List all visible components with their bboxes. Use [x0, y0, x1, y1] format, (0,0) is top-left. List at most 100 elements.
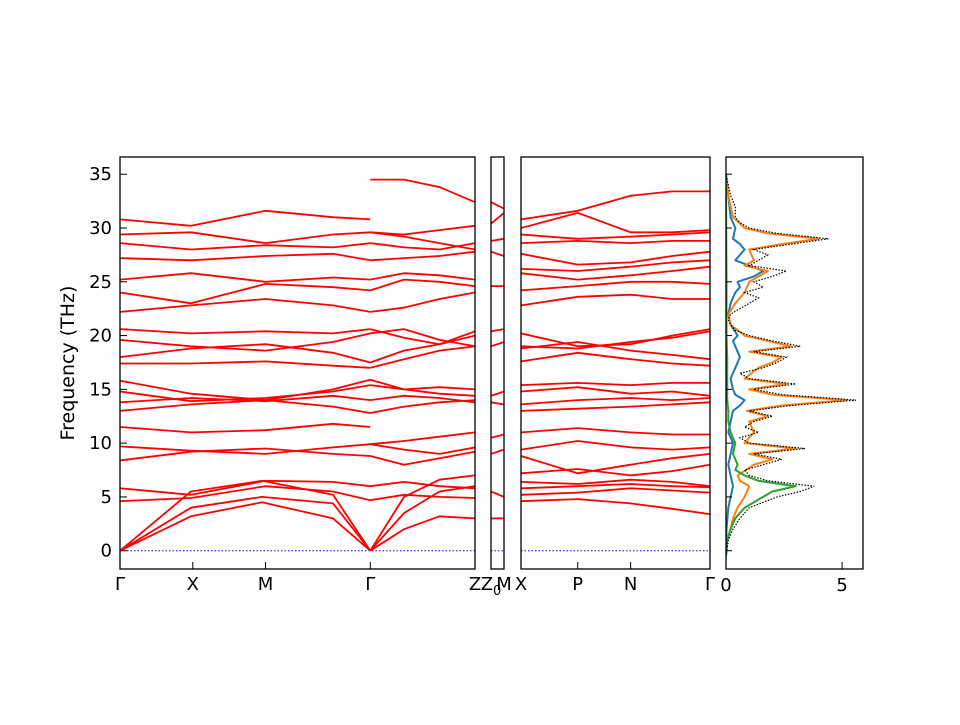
- y-axis: 0 5 10 15 20 25 30 35: [89, 164, 127, 562]
- band-line: [521, 386, 710, 397]
- y-tick-label: 25: [89, 272, 112, 293]
- band-line: [370, 450, 475, 466]
- band-line: [120, 399, 371, 414]
- x-tick-label: Γ: [115, 574, 125, 595]
- band-line: [120, 231, 371, 244]
- band-line: [120, 343, 371, 364]
- band-line: [521, 330, 710, 350]
- band-line: [521, 483, 710, 490]
- band-line: [521, 265, 710, 281]
- band-line: [521, 212, 710, 234]
- band-line: [491, 433, 504, 439]
- band-line: [120, 384, 371, 403]
- band-line: [120, 422, 371, 434]
- y-axis-label: Frequency (THz): [57, 286, 79, 441]
- band-line: [120, 447, 371, 462]
- band-line: [521, 397, 710, 406]
- y-tick-label: 0: [101, 541, 112, 562]
- band-line: [120, 328, 371, 335]
- x-tick-label: X: [187, 574, 199, 595]
- band-panel-2: Z0M: [481, 156, 512, 599]
- band-line: [491, 250, 504, 257]
- band-line: [120, 272, 371, 283]
- band-line: [370, 328, 475, 348]
- y-tick-label: 15: [89, 379, 112, 400]
- band-line: [521, 487, 710, 496]
- band-line: [521, 382, 710, 386]
- dos-x-tick-label: 0: [720, 575, 731, 596]
- band-line: [370, 250, 475, 262]
- panel-frame: [490, 156, 505, 570]
- y-tick-label: 5: [101, 487, 112, 508]
- x-tick-label: M: [496, 574, 512, 595]
- y-tick-label: 20: [89, 326, 112, 347]
- band-line: [521, 401, 710, 412]
- band-line: [521, 498, 710, 515]
- band-line: [120, 479, 371, 496]
- x-tick-label: Γ: [705, 574, 715, 595]
- band-line: [521, 341, 710, 361]
- band-line: [521, 280, 710, 292]
- panel-frame: [119, 156, 476, 570]
- band-line: [491, 401, 504, 406]
- band-line: [120, 332, 371, 352]
- band-line: [370, 394, 475, 404]
- band-line: [120, 485, 371, 503]
- y-tick-label: 35: [89, 164, 112, 185]
- band-line: [491, 201, 504, 210]
- panels: Γ X M Γ Z Z0M X P N Γ 0 5: [115, 156, 864, 599]
- y-tick-label: 10: [89, 433, 112, 454]
- band-line: [521, 190, 710, 221]
- x-tick-label: Z: [469, 574, 481, 595]
- band-line: [370, 178, 475, 204]
- band-line: [370, 291, 475, 313]
- band-line: [370, 481, 475, 490]
- band-line: [120, 501, 371, 552]
- band-line: [370, 272, 475, 281]
- band-line: [521, 463, 710, 477]
- band-line: [120, 209, 371, 227]
- band-line: [521, 351, 710, 367]
- panel-frame: [520, 156, 711, 570]
- x-tick-label: Γ: [365, 574, 375, 595]
- band-line: [491, 328, 504, 333]
- band-line: [120, 242, 371, 251]
- band-line: [120, 283, 371, 305]
- band-line: [120, 378, 371, 401]
- band-line: [370, 345, 475, 369]
- band-line: [120, 394, 371, 404]
- band-line: [120, 443, 371, 455]
- x-tick-label: P: [572, 574, 583, 595]
- band-line: [491, 448, 504, 455]
- x-tick-label: X: [515, 574, 527, 595]
- partial-dos-line: [726, 174, 797, 557]
- dos-x-tick-label: 5: [836, 575, 847, 596]
- band-line: [491, 212, 504, 225]
- total-dos-line: [726, 174, 857, 557]
- band-line: [370, 278, 475, 292]
- band-line: [370, 443, 475, 455]
- partial-dos-line: [726, 174, 848, 557]
- x-tick-label: N: [624, 574, 637, 595]
- band-line: [369, 515, 475, 552]
- band-line: [370, 384, 475, 397]
- band-line: [370, 224, 475, 236]
- band-line: [521, 427, 710, 436]
- band-line: [370, 431, 475, 446]
- band-line: [491, 237, 504, 242]
- band-line: [521, 240, 710, 244]
- band-line: [369, 485, 475, 552]
- panel-frame: [725, 156, 864, 570]
- band-line: [369, 474, 475, 552]
- band-line: [521, 478, 710, 488]
- band-line: [120, 496, 372, 552]
- band-line: [370, 328, 475, 346]
- band-line: [120, 298, 371, 313]
- band-line: [521, 231, 710, 240]
- band-line: [370, 330, 475, 364]
- band-line: [491, 341, 504, 348]
- band-line: [370, 231, 475, 251]
